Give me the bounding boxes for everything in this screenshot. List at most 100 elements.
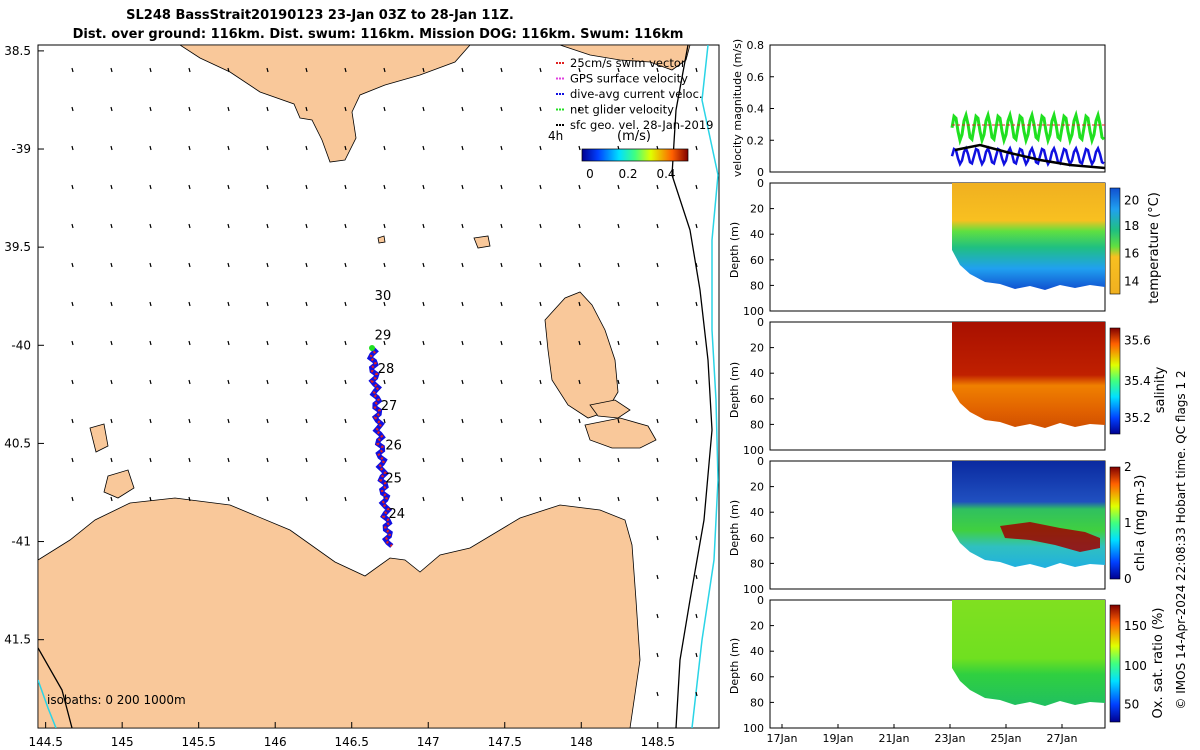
current-vector xyxy=(578,496,581,502)
glider-track xyxy=(366,345,394,548)
current-vector xyxy=(695,301,698,307)
current-vector xyxy=(110,457,113,463)
current-vector xyxy=(422,379,425,385)
current-vector xyxy=(578,340,581,346)
current-vector xyxy=(305,340,308,346)
current-vector xyxy=(695,223,698,229)
current-vector xyxy=(500,223,503,229)
current-vector xyxy=(383,145,386,151)
current-vector xyxy=(266,457,269,463)
day-label: 29 xyxy=(375,328,392,343)
current-vector xyxy=(656,106,659,112)
current-vector xyxy=(617,457,620,463)
salinity-ylabel: Depth (m) xyxy=(728,362,741,418)
current-vector xyxy=(539,67,542,73)
current-vector xyxy=(539,145,542,151)
current-vector xyxy=(344,223,347,229)
land-cape-barren xyxy=(584,417,657,449)
panel-y-tick-label: 20 xyxy=(750,342,764,355)
current-vector xyxy=(461,301,464,307)
colorbar-tick-label: 0 xyxy=(586,167,594,181)
map-x-tick-label: 146.5 xyxy=(335,735,369,749)
time-tick-label: 25Jan xyxy=(991,732,1022,745)
current-vector xyxy=(500,340,503,346)
current-vector xyxy=(422,457,425,463)
current-vector xyxy=(422,262,425,268)
panel-y-tick-label: 20 xyxy=(750,620,764,633)
current-vector xyxy=(617,301,620,307)
current-vector xyxy=(344,262,347,268)
current-vector xyxy=(110,379,113,385)
current-vector xyxy=(227,106,230,112)
current-vector xyxy=(344,457,347,463)
current-vector xyxy=(461,496,464,502)
current-vector xyxy=(110,262,113,268)
title-line-1: SL248 BassStrait20190123 23-Jan 03Z to 2… xyxy=(126,8,514,23)
temperature-section xyxy=(952,183,1105,290)
current-vector xyxy=(461,418,464,424)
current-vector xyxy=(110,301,113,307)
time-tick-label: 23Jan xyxy=(935,732,966,745)
legend-label: GPS surface velocity xyxy=(570,72,688,86)
current-vector xyxy=(461,223,464,229)
title-line-2: Dist. over ground: 116km. Dist. swum: 11… xyxy=(73,27,684,42)
current-vector xyxy=(656,613,659,619)
current-vector xyxy=(344,340,347,346)
current-vector xyxy=(188,145,191,151)
panel-y-tick-label: 60 xyxy=(750,254,764,267)
panel-y-tick-label: 0.6 xyxy=(747,71,765,84)
panel-y-tick-label: 40 xyxy=(750,645,764,658)
colorbar-tick-label: 35.2 xyxy=(1124,411,1151,425)
current-vector xyxy=(110,496,113,502)
current-vector xyxy=(617,262,620,268)
current-vector xyxy=(149,106,152,112)
time-series-panels: velocity magnitude (m/s) 0 0.2 0.4 0.6 0.8 D… xyxy=(728,39,1168,745)
salinity-cblabel: salinity xyxy=(1153,366,1168,413)
current-vector xyxy=(422,106,425,112)
current-vector xyxy=(71,262,74,268)
current-vector xyxy=(227,223,230,229)
current-vector xyxy=(617,67,620,73)
current-vector xyxy=(344,496,347,502)
current-vector xyxy=(110,223,113,229)
current-vector xyxy=(188,106,191,112)
current-vector xyxy=(461,262,464,268)
oxygen-panel: Depth (m) Ox. sat. ratio (%) 0 20 40 60 80 10… xyxy=(728,594,1166,735)
current-vector xyxy=(305,223,308,229)
day-label: 25 xyxy=(385,472,402,487)
current-vector xyxy=(383,340,386,346)
current-vector xyxy=(266,496,269,502)
current-vector xyxy=(71,223,74,229)
temperature-panel: Depth (m) temperature (°C) 0 20 40 60 80 100 1… xyxy=(728,177,1162,318)
legend-label: 25cm/s swim vector xyxy=(570,56,686,70)
current-vector xyxy=(266,262,269,268)
current-vector xyxy=(188,184,191,190)
footer-credit: © IMOS 14-Apr-2024 22:08:33 Hobart time.… xyxy=(1174,370,1188,709)
current-vector xyxy=(149,379,152,385)
colorbar-tick-label: 35.4 xyxy=(1124,374,1151,388)
map-x-tick-label: 147 xyxy=(417,735,440,749)
current-vector xyxy=(188,67,191,73)
current-vector xyxy=(617,184,620,190)
current-vector xyxy=(227,262,230,268)
current-vector xyxy=(656,301,659,307)
current-vector xyxy=(71,301,74,307)
current-vector xyxy=(188,457,191,463)
current-vector xyxy=(71,184,74,190)
map-y-tick-label: 41.5 xyxy=(4,633,31,647)
panel-y-tick-label: 0.2 xyxy=(747,134,765,147)
current-vector xyxy=(110,67,113,73)
colorbar-tick-label: 18 xyxy=(1124,219,1139,233)
current-vector xyxy=(266,223,269,229)
current-vector xyxy=(461,145,464,151)
current-vector xyxy=(344,418,347,424)
current-vector xyxy=(110,418,113,424)
surface-current-vectors xyxy=(71,67,698,697)
chla-cblabel: chl-a (mg m-3) xyxy=(1133,475,1148,572)
current-vector xyxy=(578,262,581,268)
colorbar-tick-label: 0.2 xyxy=(618,167,637,181)
current-vector xyxy=(656,340,659,346)
current-vector xyxy=(344,67,347,73)
current-vector xyxy=(383,223,386,229)
